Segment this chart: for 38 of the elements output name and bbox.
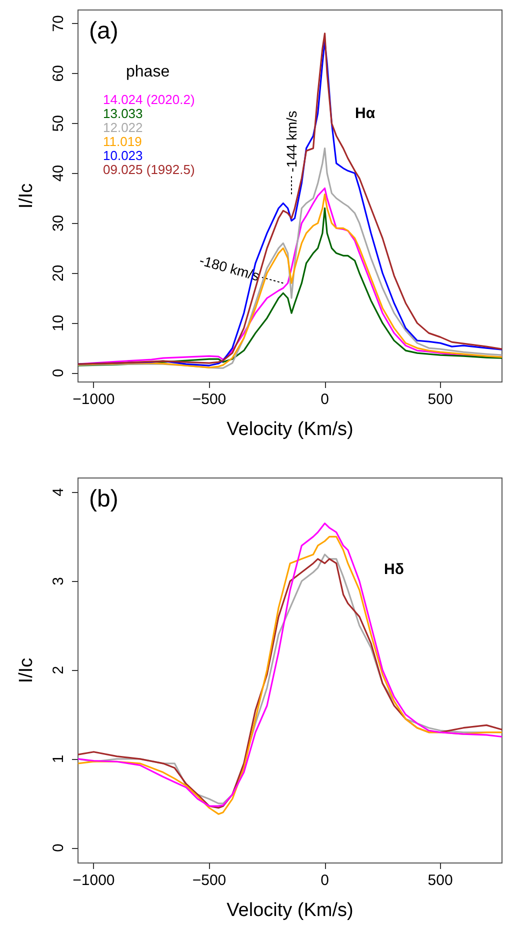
text: 14.024 (2020.2): [103, 92, 195, 107]
y-tick-label: 1: [50, 754, 67, 764]
y-tick-label: 0: [50, 368, 67, 378]
y-tick-label: 0: [50, 844, 67, 852]
y-tick-label: 60: [50, 65, 67, 82]
x-tick-label: 500: [428, 872, 453, 889]
text: 09.025 (1992.5): [103, 162, 195, 177]
y-tick-label: 2: [50, 666, 67, 674]
annotation: -144 km/s: [284, 110, 300, 172]
chart-title: (a): [89, 18, 118, 44]
annotation: Hα: [355, 105, 376, 122]
annotation: -180 km/s: [198, 252, 262, 284]
y-tick-label: 20: [50, 264, 67, 282]
x-tick-label: −500: [192, 872, 226, 889]
y-axis-title: I/Ic: [16, 183, 37, 209]
y-axis-title: I/Ic: [16, 658, 37, 684]
text: 12.022: [103, 120, 143, 135]
x-axis-title: Velocity (Km/s): [226, 419, 354, 440]
y-tick-label: 30: [50, 214, 67, 232]
x-tick-label: −1000: [72, 391, 115, 408]
text: 13.033: [103, 106, 143, 121]
y-tick-label: 10: [50, 314, 67, 332]
annotation: Hδ: [384, 561, 404, 578]
text: 10.023: [103, 148, 143, 163]
text: 11.019: [103, 134, 142, 149]
x-tick-label: 0: [320, 391, 329, 408]
y-tick-label: 3: [50, 576, 67, 586]
y-tick-label: 40: [50, 164, 67, 182]
x-tick-label: −1000: [72, 872, 115, 889]
x-axis-title: Velocity (Km/s): [226, 900, 354, 921]
y-tick-label: 70: [50, 15, 67, 32]
chart-title: (b): [89, 486, 118, 512]
y-tick-label: 50: [50, 115, 67, 132]
legend-title: phase: [126, 64, 170, 80]
y-tick-label: 4: [50, 488, 67, 496]
x-tick-label: −500: [192, 391, 226, 408]
x-tick-label: 0: [320, 872, 329, 889]
x-tick-label: 500: [428, 391, 453, 408]
